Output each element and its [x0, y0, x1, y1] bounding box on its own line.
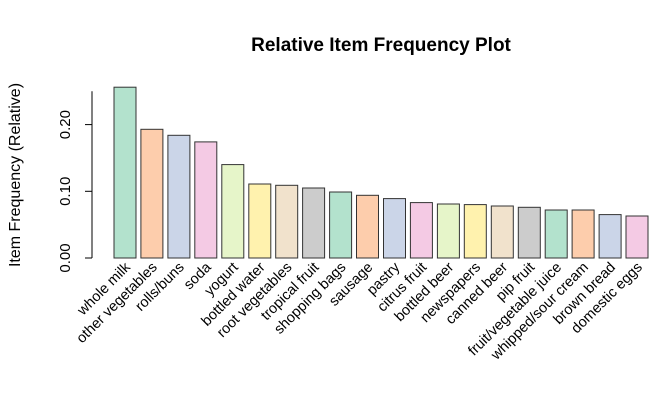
bar: [625, 215, 649, 259]
bar: [275, 184, 299, 259]
bar: [571, 209, 595, 259]
bar: [248, 183, 272, 259]
bar: [113, 86, 137, 259]
y-tick-label: 0.10: [57, 177, 74, 206]
y-axis: 0.00 0.10 0.20: [57, 91, 93, 273]
bar: [329, 191, 353, 259]
bar: [544, 209, 568, 259]
bar: [463, 204, 487, 259]
bar: [140, 128, 164, 259]
y-tick-label: 0.20: [57, 110, 74, 139]
bar: [490, 205, 514, 259]
bars-group: [113, 86, 649, 259]
bar: [194, 141, 218, 259]
bar: [356, 194, 379, 259]
bar: [302, 187, 326, 259]
chart-title: Relative Item Frequency Plot: [251, 35, 511, 56]
bar: [409, 202, 433, 259]
bar: [598, 214, 622, 259]
bar: [383, 198, 406, 259]
bar: [436, 203, 460, 259]
y-tick-label: 0.00: [57, 243, 74, 272]
y-axis-label: Item Frequency (Relative): [7, 83, 24, 267]
bar: [167, 134, 191, 259]
bar: [221, 164, 245, 259]
bar: [517, 206, 541, 259]
